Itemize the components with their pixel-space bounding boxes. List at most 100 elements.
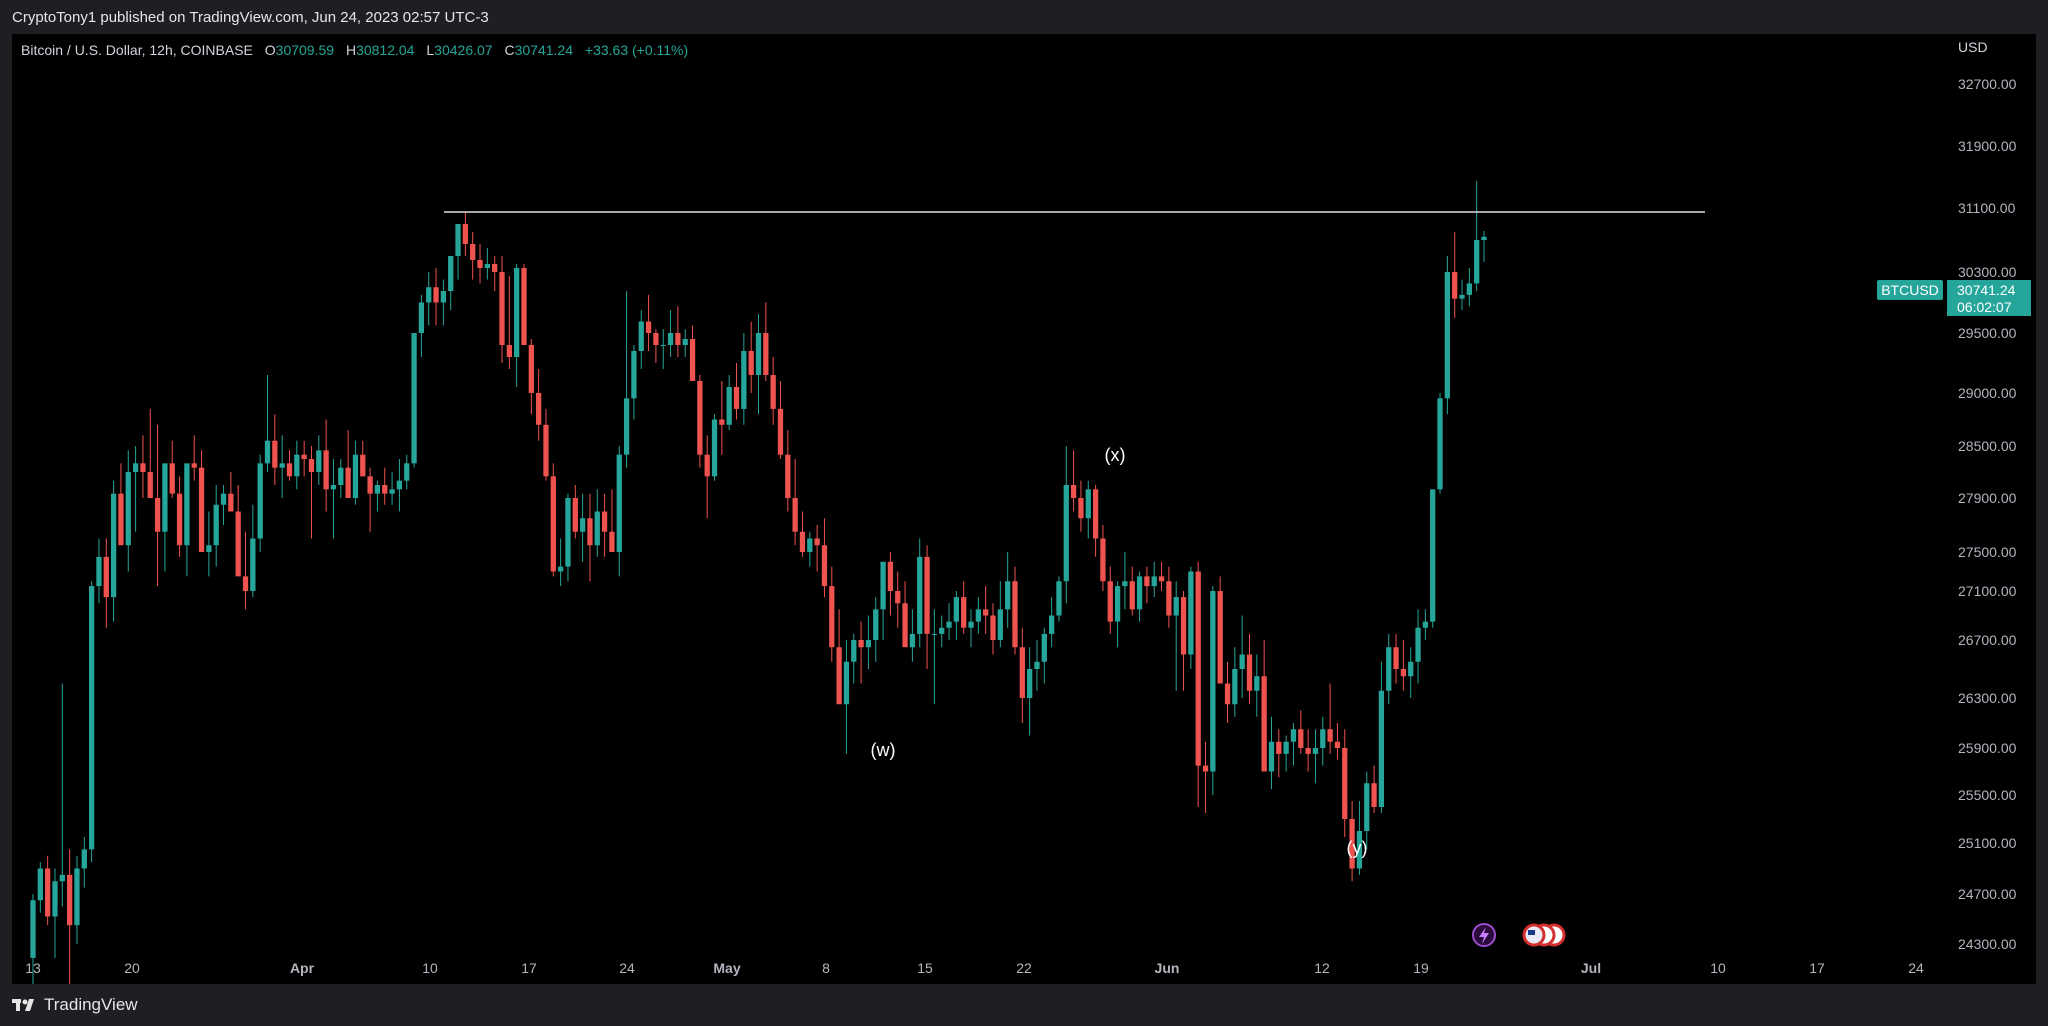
candle-body [1452,272,1458,299]
candle [235,485,241,577]
candle [939,615,945,648]
candle [1334,723,1341,760]
candle-body [1041,633,1047,662]
candle [587,493,593,582]
candle [1305,729,1311,772]
legend-line: Bitcoin / U.S. Dollar, 12h, COINBASE O30… [21,42,688,58]
candle [917,538,923,648]
candle-body [1305,748,1311,754]
candle-body [785,454,791,498]
candle [154,424,161,587]
candle [528,339,534,415]
candle-body [1180,597,1187,655]
footer: TradingView [0,984,2048,1026]
candle-body [748,351,754,375]
candle-body [741,351,747,409]
candle [711,414,718,481]
last-price-tag [1947,280,2031,316]
event-icons[interactable] [1472,923,1566,947]
candle [45,855,51,926]
candle-body [1114,586,1121,622]
candle-body [521,268,527,345]
candle [1474,180,1480,292]
candle-body [1342,748,1348,819]
candle [118,463,124,546]
candle-body [579,518,586,532]
candle [1180,591,1187,691]
candle [821,518,828,598]
candle [125,450,131,572]
price-badge[interactable]: BTCUSD 30741.24 06:02:07 [1877,280,2031,316]
candle-body [777,408,784,455]
candle-body [587,518,593,546]
candle-body [543,424,549,477]
candle-body [67,874,73,926]
candle-body [711,419,718,477]
candle-body [1224,683,1231,705]
time-axis[interactable]: 13 20 Apr 10 17 24 May 8 15 22 Jun 12 19 Jul 10 17 24 [25,960,1924,976]
candle [1386,633,1392,705]
candle [653,329,659,363]
candle-body [426,287,432,303]
candle-body [323,450,329,490]
candle-body [645,321,652,333]
candle [814,525,820,572]
candle [88,581,95,863]
candle-body [851,640,857,662]
candle [440,279,447,326]
tradingview-logo[interactable]: TradingView [12,995,138,1015]
candle [961,581,967,634]
candle [719,381,725,455]
candlestick-chart[interactable]: (w)(x)(y) 33500.0032700.0031900.0031100.… [12,16,2036,1026]
candle [176,476,183,557]
candle [514,264,520,387]
candle [96,538,102,604]
candle [1356,801,1363,875]
candle [1444,256,1450,415]
tradingview-logo-icon [12,999,34,1011]
candle-body [374,485,381,494]
candle [462,212,469,256]
candle [1144,566,1150,604]
candle [1254,654,1260,717]
symbol-tag-text: BTCUSD [1881,282,1939,298]
candle-body [433,287,439,303]
candle-body [1283,741,1289,754]
candle-body [1027,669,1033,698]
candle [470,232,476,280]
legend-change: +33.63 (+0.11%) [585,42,688,58]
candle-body [865,640,872,648]
candle [1063,446,1069,604]
candle [81,837,87,888]
candle-body [88,586,95,850]
candle-body [1239,654,1245,669]
candle-body [1261,676,1267,772]
candle-body [1202,765,1209,772]
candle [132,446,139,532]
candle [147,408,153,498]
candle [330,459,337,539]
price-tick-label: 25100.00 [1958,835,2017,851]
candle [1239,615,1245,698]
candle [1290,723,1297,766]
candle [52,868,58,958]
candle-body [514,268,520,357]
candle-body [909,633,916,648]
candle-body [667,333,674,345]
candle-body [345,467,351,498]
candle-body [411,333,417,464]
chart-panel[interactable]: (w)(x)(y) 33500.0032700.0031900.0031100.… [12,16,2036,1026]
candle [1466,268,1472,307]
candle-body [719,419,725,425]
candle [1276,729,1282,778]
price-tick-label: 31100.00 [1958,200,2016,216]
candle-body [1437,398,1443,490]
candle-body [829,586,835,648]
candle-body [1019,647,1025,698]
price-tick-label: 24300.00 [1958,936,2017,952]
candle-body [1012,581,1018,648]
candle [902,581,908,648]
candle-body [440,291,447,303]
candle-body [1312,748,1319,754]
candle-body [1430,489,1436,622]
